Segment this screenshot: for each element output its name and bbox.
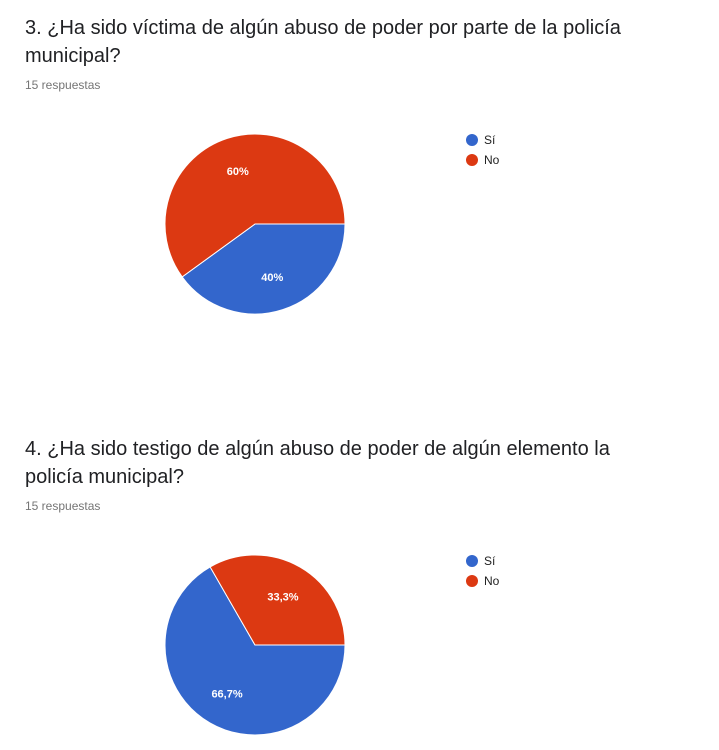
legend-dot-icon [466,575,478,587]
response-count: 15 respuestas [25,78,101,92]
legend-label: No [484,153,500,167]
question-title: 3. ¿Ha sido víctima de algún abuso de po… [25,17,621,67]
chart-legend: Sí No [466,551,499,591]
legend-label: No [484,574,500,588]
legend-item-si[interactable]: Sí [466,130,499,150]
pie-chart[interactable]: 40% 60% [0,0,719,330]
legend-item-no[interactable]: No [466,150,499,170]
chart-legend: Sí No [466,130,499,170]
slice-percent-label: 60% [227,166,249,178]
slice-percent-label: 66,7% [211,688,242,700]
slice-percent-label: 40% [261,272,283,284]
response-count: 15 respuestas [25,499,101,513]
pie-slice-no[interactable] [164,133,346,278]
question-title: 4. ¿Ha sido testigo de algún abuso de po… [25,438,610,488]
pie-slice-s[interactable] [181,223,346,315]
legend-dot-icon [466,134,478,146]
legend-label: Sí [484,554,496,568]
legend-item-si[interactable]: Sí [466,551,499,571]
slice-percent-label: 33,3% [267,592,298,604]
legend-label: Sí [484,133,496,147]
legend-dot-icon [466,154,478,166]
legend-dot-icon [466,555,478,567]
pie-slice-s[interactable] [164,566,346,736]
legend-item-no[interactable]: No [466,571,499,591]
pie-slice-no[interactable] [209,554,346,646]
